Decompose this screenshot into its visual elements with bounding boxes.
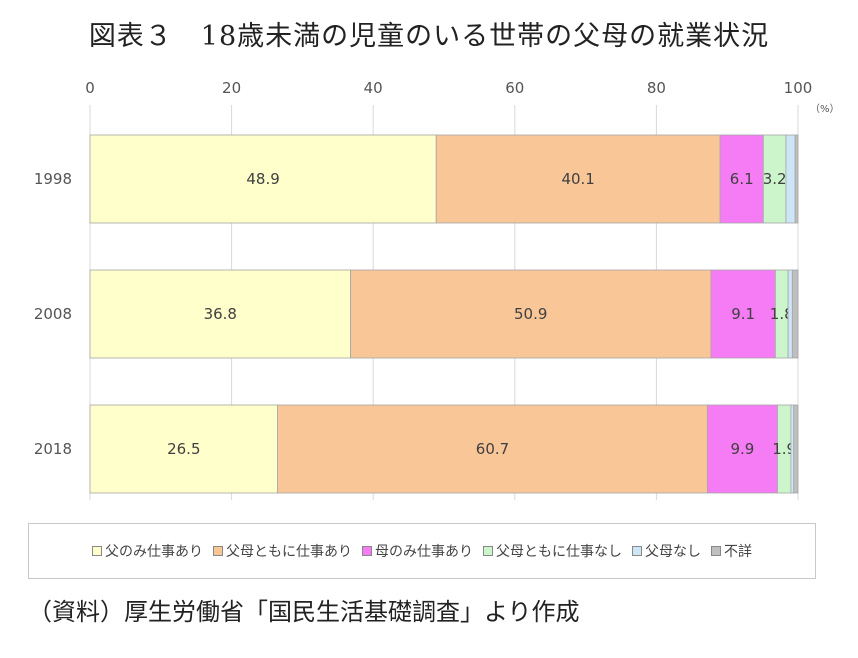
bar-segment — [710, 269, 776, 359]
x-tick-label: 40 — [364, 79, 383, 97]
legend-item: 母のみ仕事あり — [362, 541, 473, 561]
legend-swatch — [362, 546, 372, 556]
legend-label: 父のみ仕事あり — [105, 544, 203, 560]
bar-segment — [793, 404, 799, 494]
legend-label: 母のみ仕事あり — [375, 544, 473, 560]
data-label: 1.8 — [770, 305, 794, 323]
bar-segment — [89, 404, 279, 494]
legend-label: 父母ともに仕事あり — [226, 544, 352, 560]
bar-segment — [787, 269, 793, 359]
x-tick-label: 80 — [647, 79, 666, 97]
x-tick-label: 100 — [784, 79, 813, 97]
legend-item: 父母ともに仕事あり — [213, 541, 352, 561]
data-label: 40.1 — [561, 170, 594, 188]
bar-segment — [790, 404, 795, 494]
source-note: （資料）厚生労働省「国民生活基礎調査」より作成 — [28, 598, 580, 626]
x-tick-label: 0 — [85, 79, 95, 97]
bar-segment — [350, 269, 712, 359]
legend-item: 父母ともに仕事なし — [483, 541, 622, 561]
legend-swatch — [92, 546, 102, 556]
bar-segment — [791, 269, 799, 359]
legend-label: 父母ともに仕事なし — [496, 544, 622, 560]
legend-swatch — [632, 546, 642, 556]
chart-title: 図表３ 18歳未満の児童のいる世帯の父母の就業状況 — [88, 21, 770, 52]
legend-label: 父母なし — [645, 544, 701, 560]
y-tick-label: 1998 — [34, 170, 72, 188]
x-tick-label: 20 — [222, 79, 241, 97]
legend: 父のみ仕事あり 父母ともに仕事あり 母のみ仕事あり 父母ともに仕事なし 父母なし 不詳 — [28, 523, 816, 579]
data-label: 26.5 — [167, 440, 200, 458]
legend-swatch — [213, 546, 223, 556]
legend-item: 不詳 — [711, 541, 752, 561]
legend-swatch — [483, 546, 493, 556]
legend-label: 不詳 — [724, 544, 752, 560]
data-label: 50.9 — [514, 305, 547, 323]
axis-unit-label: （%） — [810, 103, 840, 115]
bar-segment — [706, 404, 778, 494]
x-axis: 0 20 40 60 80 100 — [85, 79, 812, 97]
data-label: 3.2 — [763, 170, 787, 188]
stacked-bar-chart: 0 20 40 60 80 100 48.9 40.1 6.1 3.2 36.8 50.9 9.1 1.… — [34, 79, 840, 500]
data-label: 48.9 — [246, 170, 279, 188]
data-label: 9.1 — [731, 305, 755, 323]
data-label: 60.7 — [476, 440, 509, 458]
legend-item: 父母なし — [632, 541, 701, 561]
bar-segment — [277, 404, 708, 494]
legend-item: 父のみ仕事あり — [92, 541, 203, 561]
bar-segment — [89, 134, 437, 224]
y-tick-label: 2008 — [34, 305, 72, 323]
bar-segment — [89, 269, 351, 359]
x-tick-label: 60 — [505, 79, 524, 97]
bars: 48.9 40.1 6.1 3.2 36.8 50.9 9.1 1.8 26.5 60.7 9.9 1… — [89, 134, 799, 494]
legend-swatch — [711, 546, 721, 556]
data-label: 6.1 — [730, 170, 754, 188]
data-label: 1.9 — [772, 440, 796, 458]
data-label: 9.9 — [730, 440, 754, 458]
y-tick-label: 2018 — [34, 440, 72, 458]
data-label: 36.8 — [204, 305, 237, 323]
bar-segment — [794, 134, 799, 224]
y-axis: 1998 2008 2018 — [34, 170, 72, 458]
bar-segment — [785, 134, 796, 224]
